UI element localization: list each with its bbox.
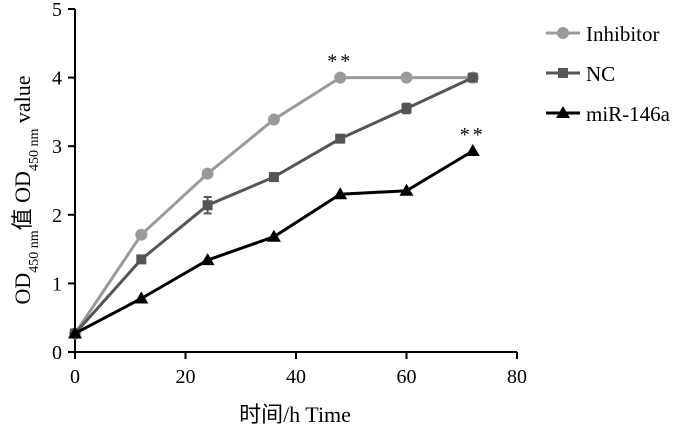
- annotations: ** **: [327, 51, 486, 146]
- data-point-mir-146a: [266, 229, 281, 242]
- data-point-inhibitor: [267, 113, 280, 126]
- y-axis-title-base: OD: [10, 273, 35, 305]
- y-axis-title-sub: 450 nm: [27, 230, 42, 273]
- x-tick-label: 20: [176, 366, 196, 388]
- y-tick-label: 1: [52, 273, 62, 295]
- data-point-mir-146a: [399, 183, 414, 196]
- y-tick-label: 3: [52, 136, 62, 158]
- data-point-inhibitor: [201, 167, 214, 180]
- data-point-nc: [268, 172, 279, 183]
- y-tick-label: 5: [52, 0, 62, 21]
- significance-annotation: **: [460, 124, 486, 146]
- series-nc: [70, 72, 478, 339]
- series-inhibitor: [69, 71, 479, 340]
- legend-label: miR-146a: [586, 102, 671, 126]
- x-tick-label: 60: [397, 366, 417, 388]
- legend-item-nc: NC: [546, 62, 615, 86]
- data-point-mir-146a: [134, 291, 149, 304]
- series-mir-146a: [68, 144, 480, 339]
- data-point-inhibitor: [400, 71, 413, 84]
- data-point-mir-146a: [200, 253, 215, 266]
- series-group: [68, 71, 480, 340]
- legend-label: Inhibitor: [586, 22, 660, 46]
- significance-annotation: **: [327, 51, 353, 73]
- x-tick-label: 0: [70, 366, 80, 388]
- legend-label: NC: [586, 62, 615, 86]
- data-point-nc: [467, 72, 478, 83]
- y-tick-label: 2: [52, 205, 62, 227]
- x-axis-title: 时间/h Time: [239, 402, 351, 427]
- y-axis-title-mid: 值 OD: [10, 171, 35, 230]
- y-tick-label: 4: [52, 68, 62, 90]
- legend-item-inhibitor: Inhibitor: [546, 22, 660, 46]
- y-axis-title: OD450 nm值 OD450 nm value: [10, 76, 42, 305]
- legend-marker: [556, 106, 570, 118]
- data-point-nc: [202, 200, 213, 211]
- data-point-nc: [401, 103, 412, 114]
- y-axis-title-sub2: 450 nm: [27, 129, 42, 172]
- data-point-inhibitor: [135, 228, 148, 241]
- data-point-mir-146a: [333, 187, 348, 200]
- legend-marker: [558, 68, 568, 78]
- legend: Inhibitor NC miR-146a: [546, 22, 671, 126]
- data-point-inhibitor: [334, 71, 347, 84]
- legend-item-mir-146a: miR-146a: [546, 102, 671, 126]
- ticks: 0 20 40 60 80 0 1 2 3 4 5: [52, 0, 527, 388]
- legend-marker: [557, 27, 569, 39]
- data-point-mir-146a: [465, 144, 480, 157]
- y-axis-title-tail: value: [10, 76, 35, 129]
- x-tick-label: 80: [507, 366, 527, 388]
- x-tick-label: 40: [286, 366, 306, 388]
- data-point-nc: [136, 254, 147, 265]
- y-tick-label: 0: [52, 342, 62, 364]
- data-point-mir-146a: [68, 326, 82, 339]
- data-point-nc: [335, 133, 346, 144]
